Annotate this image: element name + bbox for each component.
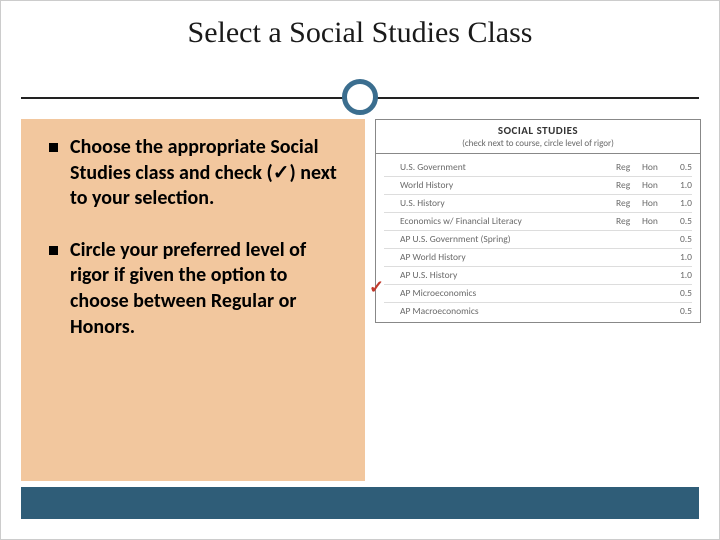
course-credit: 0.5 (670, 305, 692, 317)
table-row: World History Reg Hon 1.0 (376, 176, 700, 194)
bullet-text: Circle your preferred level of rigor if … (70, 238, 347, 340)
table-row: AP Microeconomics 0.5 (376, 284, 700, 302)
course-name: World History (400, 179, 616, 191)
table-body: U.S. Government Reg Hon 0.5 World Histor… (376, 154, 700, 322)
course-name: AP U.S. History (400, 269, 616, 281)
course-reg: Reg (616, 215, 642, 227)
bullet-icon (49, 246, 58, 255)
bullet-item: Circle your preferred level of rigor if … (49, 238, 347, 340)
table-row: U.S. History Reg Hon 1.0 (376, 194, 700, 212)
course-hon: Hon (642, 179, 670, 191)
course-reg: Reg (616, 179, 642, 191)
table-subheading: (check next to course, circle level of r… (384, 138, 692, 149)
slide: Select a Social Studies Class Choose the… (0, 0, 720, 540)
course-credit: 0.5 (670, 233, 692, 245)
title-area: Select a Social Studies Class (1, 16, 719, 50)
bullet-icon (49, 143, 58, 152)
course-name: AP Microeconomics (400, 287, 616, 299)
course-reg: Reg (616, 161, 642, 173)
table-row: AP Macroeconomics 0.5 (376, 302, 700, 320)
table-title: SOCIAL STUDIES (384, 124, 692, 137)
course-hon: Hon (642, 161, 670, 173)
checkmark-icon: ✓ (369, 276, 384, 298)
course-credit: 1.0 (670, 197, 692, 209)
course-name: Economics w/ Financial Literacy (400, 215, 616, 227)
bullet-item: Choose the appropriate Social Studies cl… (49, 135, 347, 212)
table-row: AP U.S. History 1.0 (376, 266, 700, 284)
course-hon: Hon (642, 197, 670, 209)
course-credit: 1.0 (670, 179, 692, 191)
table-header: SOCIAL STUDIES (check next to course, ci… (376, 120, 700, 154)
course-credit: 0.5 (670, 287, 692, 299)
course-credit: 1.0 (670, 269, 692, 281)
course-credit: 0.5 (670, 161, 692, 173)
course-hon: Hon (642, 215, 670, 227)
course-credit: 0.5 (670, 215, 692, 227)
accent-circle-icon (342, 79, 378, 115)
course-reg: Reg (616, 197, 642, 209)
bullet-text: Choose the appropriate Social Studies cl… (70, 135, 347, 212)
course-credit: 1.0 (670, 251, 692, 263)
course-name: U.S. History (400, 197, 616, 209)
course-name: AP World History (400, 251, 616, 263)
bottom-band (21, 487, 699, 519)
instructions-panel: Choose the appropriate Social Studies cl… (21, 119, 365, 481)
table-row: AP World History 1.0 (376, 248, 700, 266)
course-name: AP Macroeconomics (400, 305, 616, 317)
course-name: AP U.S. Government (Spring) (400, 233, 616, 245)
course-table: SOCIAL STUDIES (check next to course, ci… (375, 119, 701, 323)
table-row: U.S. Government Reg Hon 0.5 (376, 158, 700, 176)
page-title: Select a Social Studies Class (1, 16, 719, 50)
table-row: Economics w/ Financial Literacy Reg Hon … (376, 212, 700, 230)
table-row: AP U.S. Government (Spring) 0.5 (376, 230, 700, 248)
course-name: U.S. Government (400, 161, 616, 173)
